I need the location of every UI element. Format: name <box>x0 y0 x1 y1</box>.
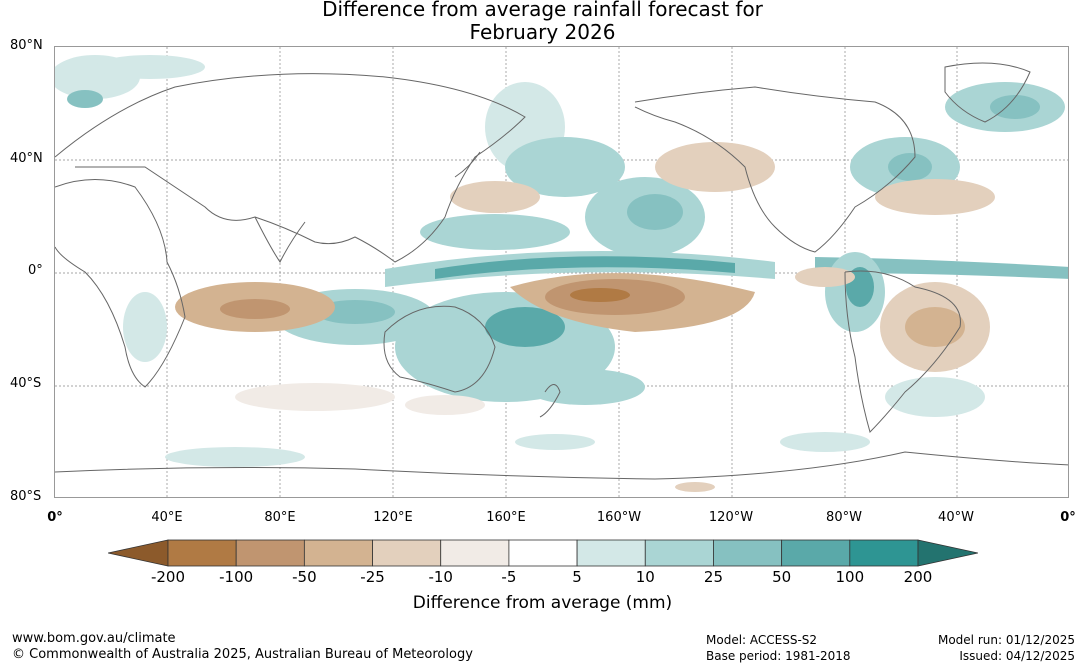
coastlines <box>55 62 1068 480</box>
colorbar-tick-label: 5 <box>572 568 582 586</box>
lon-label-0-right: 0° <box>1060 510 1076 525</box>
colorbar-tick-label: 50 <box>772 568 792 586</box>
colorbar-tick-label: 25 <box>703 568 723 586</box>
colorbar-segment <box>372 539 442 567</box>
lat-label-40s: 40°S <box>10 376 42 391</box>
map-canvas <box>55 47 1068 497</box>
lat-label-80s: 80°S <box>10 489 42 504</box>
colorbar-tick-label: -50 <box>292 568 317 586</box>
colorbar-segment <box>713 539 783 567</box>
colorbar-title: Difference from average (mm) <box>412 593 673 613</box>
lon-label-40w: 40°W <box>938 510 974 525</box>
lon-label-0-left: 0° <box>47 510 63 525</box>
footer-base-period: Base period: 1981-2018 <box>706 649 851 663</box>
lon-label-120e: 120°E <box>373 510 413 525</box>
lat-label-80n: 80°N <box>10 38 43 53</box>
footer-website: www.bom.gov.au/climate <box>12 631 176 646</box>
colorbar-extension-min <box>108 539 169 567</box>
colorbar-tick-label: 200 <box>903 568 933 586</box>
colorbar-segment <box>849 539 919 567</box>
colorbar-segment <box>508 539 578 567</box>
colorbar-tick-label: -100 <box>219 568 254 586</box>
lat-label-40n: 40°N <box>10 151 43 166</box>
lon-label-80e: 80°E <box>264 510 296 525</box>
lon-label-80w: 80°W <box>826 510 862 525</box>
footer-copyright: © Commonwealth of Australia 2025, Austra… <box>12 647 473 662</box>
lon-label-160e: 160°E <box>486 510 526 525</box>
lon-label-160w: 160°W <box>596 510 642 525</box>
colorbar-tick-label: 100 <box>835 568 865 586</box>
colorbar-segment <box>576 539 646 567</box>
footer-issued: Issued: 04/12/2025 <box>959 649 1075 663</box>
lat-label-equator: 0° <box>28 263 43 278</box>
colorbar-tick-label: 10 <box>635 568 655 586</box>
colorbar-segment <box>303 539 373 567</box>
colorbar-tick-label: -25 <box>360 568 385 586</box>
lon-label-120w: 120°W <box>708 510 754 525</box>
colorbar-segment <box>644 539 714 567</box>
rainfall-anomaly-map <box>54 46 1069 498</box>
wetter-than-average-regions <box>55 55 1068 467</box>
colorbar-segment <box>440 539 510 567</box>
title-line-2: February 2026 <box>469 20 616 44</box>
colorbar-tick-label: -200 <box>150 568 186 586</box>
drier-than-average-regions <box>175 142 995 492</box>
colorbar <box>108 539 978 567</box>
colorbar-segment <box>781 539 851 567</box>
colorbar-tick-label: -5 <box>501 568 517 586</box>
title-line-1: Difference from average rainfall forecas… <box>322 0 763 21</box>
footer-model: Model: ACCESS-S2 <box>706 633 818 647</box>
colorbar-segment <box>235 539 305 567</box>
footer-model-run: Model run: 01/12/2025 <box>937 633 1075 647</box>
map-title: Difference from average rainfall forecas… <box>0 0 1085 44</box>
colorbar-extension-max <box>917 539 978 567</box>
colorbar-segment <box>167 539 237 567</box>
colorbar-tick-label: -10 <box>428 568 453 586</box>
lon-label-40e: 40°E <box>151 510 183 525</box>
